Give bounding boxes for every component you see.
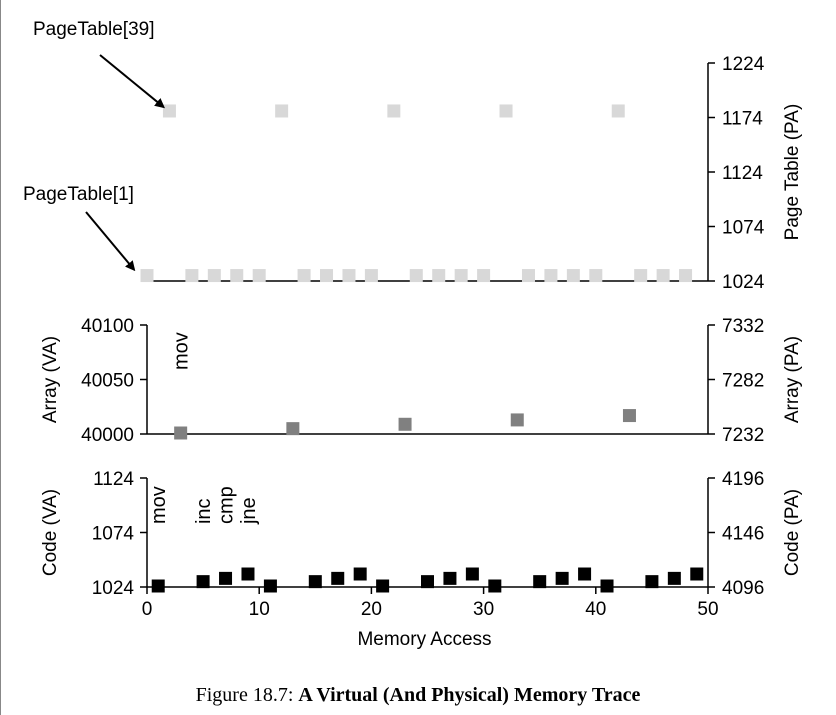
page-table-access-marker	[521, 269, 535, 283]
code-left-axis-label: Code (VA)	[40, 489, 61, 576]
array-left-tick-label: 40050	[81, 371, 134, 392]
code-access-marker	[690, 567, 704, 581]
page-table-access-marker	[185, 269, 199, 283]
code-access-marker	[151, 579, 165, 593]
code-access-marker	[600, 579, 614, 593]
code-access-marker	[488, 579, 502, 593]
array-left-tick-label: 40000	[81, 425, 134, 446]
code-x-tick-label: 10	[249, 599, 270, 620]
annotation-pagetable-1-arrow	[85, 211, 136, 272]
code-access-marker	[219, 571, 233, 585]
annotation-pagetable-39-arrow	[99, 54, 165, 109]
code-access-marker	[263, 579, 277, 593]
array-access-marker	[398, 417, 412, 431]
code-x-tick-label: 40	[585, 599, 606, 620]
code-right-tick-label: 4096	[722, 578, 764, 599]
array-left-axis-label: Array (VA)	[40, 336, 61, 423]
caption-title: A Virtual (And Physical) Memory Trace	[298, 684, 641, 706]
code-access-marker	[645, 575, 659, 589]
page-table-right-tick-label: 1224	[722, 54, 765, 75]
code-access-marker	[533, 575, 547, 589]
array-right-tick-label: 7332	[722, 316, 764, 337]
instruction-label-mov: mov	[148, 486, 170, 524]
array-left-tick-label: 40100	[81, 316, 134, 337]
code-access-marker	[421, 575, 434, 589]
page-table-right-tick-label: 1124	[722, 163, 763, 184]
page-table-access-marker	[275, 104, 289, 118]
code-right-axis-label: Code (PA)	[782, 489, 803, 576]
page-table-access-marker	[454, 269, 468, 283]
page-table-access-marker	[566, 269, 580, 283]
figure-caption: Figure 18.7: A Virtual (And Physical) Me…	[0, 684, 836, 707]
array-right-tick-label: 7232	[722, 425, 764, 446]
page-table-access-marker	[140, 269, 154, 283]
code-x-tick-label: 50	[697, 599, 718, 620]
array-access-marker	[622, 409, 636, 423]
code-access-marker	[241, 567, 255, 581]
page-table-access-marker	[432, 269, 446, 283]
instruction-label-inc: inc	[193, 498, 215, 524]
page-table-access-marker	[162, 104, 176, 118]
page-table-access-marker	[364, 269, 378, 283]
code-access-marker	[667, 571, 681, 585]
page-table-access-marker	[544, 269, 558, 283]
code-access-marker	[465, 567, 479, 581]
page-table-right-axis-label: Page Table (PA)	[782, 104, 803, 241]
code-access-marker	[331, 571, 345, 585]
code-access-marker	[443, 571, 457, 585]
page-table-access-marker	[679, 269, 693, 283]
instruction-label-jne: jne	[238, 497, 260, 525]
code-access-marker	[376, 579, 390, 593]
page-table-access-marker	[477, 269, 491, 283]
page-table-access-marker	[297, 269, 311, 283]
annotation-pagetable-39: PageTable[39]	[33, 19, 155, 40]
code-left-tick-label: 1024	[92, 578, 135, 599]
array-access-marker	[286, 422, 300, 436]
instruction-label-cmp: cmp	[216, 486, 238, 524]
code-x-tick-label: 20	[361, 599, 382, 620]
page-table-access-marker	[611, 104, 625, 118]
code-left-tick-label: 1074	[92, 524, 135, 545]
code-access-marker	[196, 575, 210, 589]
page-table-access-marker	[656, 269, 670, 283]
page-border	[0, 0, 1, 715]
code-left-tick-label: 1124	[93, 469, 134, 490]
array-right-axis-label: Array (PA)	[782, 336, 803, 423]
page-table-access-marker	[252, 269, 266, 283]
page-table-access-marker	[207, 269, 221, 283]
page-table-access-marker	[320, 269, 334, 283]
code-x-tick-label: 0	[142, 599, 153, 620]
page-table-access-marker	[634, 269, 648, 283]
page-table-access-marker	[589, 269, 603, 283]
instruction-label-mov-array: mov	[171, 332, 193, 370]
array-right-tick-label: 7282	[722, 371, 764, 392]
page-table-access-marker	[499, 104, 513, 118]
array-access-marker	[510, 413, 524, 427]
code-access-marker	[353, 567, 367, 581]
code-right-tick-label: 4196	[722, 469, 764, 490]
page-table-access-marker	[409, 269, 423, 283]
annotation-pagetable-1: PageTable[1]	[23, 184, 134, 205]
page-table-right-tick-label: 1024	[722, 272, 765, 293]
code-access-marker	[555, 571, 569, 585]
caption-prefix: Figure 18.7:	[195, 684, 294, 706]
page-table-access-marker	[230, 269, 244, 283]
page-table-right-tick-label: 1074	[722, 218, 765, 239]
code-access-marker	[578, 567, 592, 581]
x-axis-label: Memory Access	[357, 629, 491, 650]
code-x-tick-label: 30	[473, 599, 494, 620]
page-table-right-tick-label: 1174	[722, 109, 763, 130]
page-table-access-marker	[387, 104, 401, 118]
array-access-marker	[174, 426, 188, 440]
page-table-access-marker	[342, 269, 356, 283]
code-right-tick-label: 4146	[722, 524, 764, 545]
code-access-marker	[308, 575, 322, 589]
